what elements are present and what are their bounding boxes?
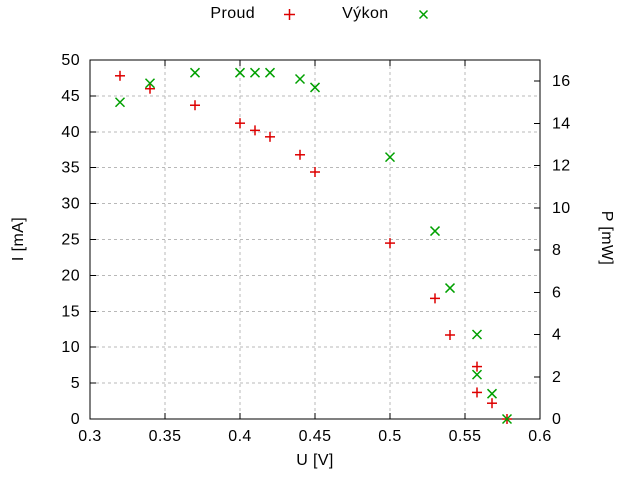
y2-tick-label: 16 bbox=[552, 73, 571, 90]
cross-marker-icon bbox=[486, 388, 498, 399]
data-point bbox=[309, 82, 321, 93]
cross-marker-icon bbox=[471, 329, 483, 340]
y-tick-label: 15 bbox=[61, 303, 80, 320]
y-tick-label: 20 bbox=[61, 267, 80, 284]
plus-marker-icon bbox=[284, 8, 296, 20]
data-point bbox=[265, 131, 275, 142]
y-tick-label: 10 bbox=[61, 339, 80, 356]
cross-marker-icon bbox=[471, 369, 483, 380]
y-tick-label: 45 bbox=[61, 88, 80, 105]
cross-marker-icon bbox=[309, 82, 321, 93]
y-tick-label: 0 bbox=[71, 411, 80, 428]
cross-marker-icon bbox=[384, 152, 396, 163]
tick-labels: 0.3 0.35 0.4 0.45 0.5 0.55 0.60510152025303540… bbox=[61, 52, 570, 445]
cross-marker-icon bbox=[501, 413, 513, 425]
x-tick-label: 0.55 bbox=[449, 428, 482, 445]
data-point bbox=[501, 413, 513, 425]
data-point bbox=[471, 369, 483, 380]
data-point bbox=[487, 398, 497, 409]
series-proud bbox=[115, 70, 512, 424]
y-tick-label: 40 bbox=[61, 124, 80, 141]
legend-label-vykon: Výkon bbox=[342, 5, 389, 22]
y-tick-label: 5 bbox=[71, 375, 80, 392]
series-vykon bbox=[114, 67, 513, 425]
data-point bbox=[471, 329, 483, 340]
data-point bbox=[264, 67, 276, 78]
data-point bbox=[445, 329, 455, 340]
data-point bbox=[190, 100, 200, 111]
data-point bbox=[472, 387, 482, 398]
y-tick-label: 30 bbox=[61, 196, 80, 213]
x-axis-title: U [V] bbox=[296, 452, 334, 469]
y2-tick-label: 0 bbox=[552, 411, 561, 428]
y2-tick-label: 8 bbox=[552, 242, 561, 259]
data-point bbox=[144, 78, 156, 89]
data-point bbox=[444, 283, 456, 294]
data-point bbox=[250, 125, 260, 136]
legend-item-proud: Proud bbox=[210, 5, 296, 23]
y-axis-title: I [mA] bbox=[10, 216, 27, 262]
data-point bbox=[114, 97, 126, 108]
grid bbox=[90, 60, 540, 419]
cross-marker-icon bbox=[189, 67, 201, 78]
legend-item-vykon: Výkon bbox=[342, 5, 429, 23]
data-point bbox=[145, 83, 155, 94]
y2-tick-label: 6 bbox=[552, 284, 561, 301]
data-point bbox=[430, 293, 440, 304]
data-point bbox=[472, 361, 482, 372]
cross-marker-icon bbox=[144, 78, 156, 89]
y2-tick-label: 12 bbox=[552, 158, 571, 175]
cross-marker-icon bbox=[234, 67, 246, 78]
data-point bbox=[294, 73, 306, 85]
cross-marker-icon bbox=[264, 67, 276, 78]
data-point bbox=[384, 152, 396, 163]
y2-axis-title: P [mW] bbox=[598, 210, 615, 266]
data-point bbox=[234, 67, 246, 78]
legend-label-proud: Proud bbox=[210, 5, 256, 22]
x-tick-label: 0.35 bbox=[149, 428, 182, 445]
y2-tick-label: 2 bbox=[552, 369, 561, 386]
data-point bbox=[486, 388, 498, 399]
data-point bbox=[235, 118, 245, 129]
x-tick-label: 0.3 bbox=[78, 428, 101, 445]
data-point bbox=[249, 67, 261, 78]
data-point bbox=[115, 70, 125, 81]
data-point bbox=[429, 226, 441, 237]
data-point bbox=[310, 167, 320, 178]
cross-marker-icon bbox=[444, 283, 456, 294]
x-tick-label: 0.5 bbox=[378, 428, 401, 445]
data-point bbox=[189, 67, 201, 78]
y2-tick-label: 10 bbox=[552, 200, 571, 217]
y2-tick-label: 4 bbox=[552, 327, 561, 344]
data-point bbox=[295, 149, 305, 160]
x-tick-label: 0.45 bbox=[299, 428, 332, 445]
cross-marker-icon bbox=[249, 67, 261, 78]
cross-marker-icon bbox=[418, 9, 428, 19]
y-tick-label: 50 bbox=[61, 52, 80, 69]
legend: Proud Výkon bbox=[0, 3, 640, 25]
x-tick-label: 0.4 bbox=[228, 428, 251, 445]
y2-tick-label: 14 bbox=[552, 115, 571, 132]
cross-marker-icon bbox=[294, 73, 306, 85]
cross-marker-icon bbox=[429, 226, 441, 237]
y-tick-label: 35 bbox=[61, 160, 80, 177]
y-tick-label: 25 bbox=[61, 232, 80, 249]
axis-ticks bbox=[89, 59, 541, 420]
data-point bbox=[385, 238, 395, 249]
x-tick-label: 0.6 bbox=[528, 428, 551, 445]
cross-marker-icon bbox=[114, 97, 126, 108]
